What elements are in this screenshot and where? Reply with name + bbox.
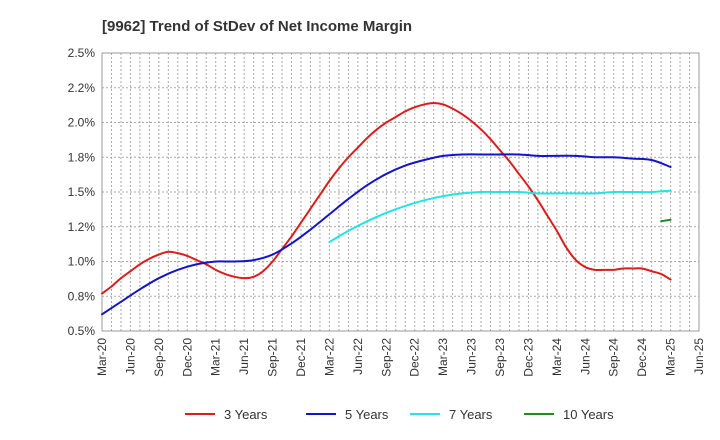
x-tick-label: Dec-21 (294, 338, 308, 377)
x-tick-label: Sep-22 (379, 338, 393, 377)
series-line-10-years (660, 218, 672, 223)
y-tick-label: 0.5% (68, 324, 96, 338)
series-lines (101, 102, 672, 316)
legend-label-7-years: 7 Years (449, 407, 493, 422)
x-tick-label: Mar-22 (322, 338, 336, 376)
x-tick-label: Jun-25 (692, 338, 706, 375)
y-tick-label: 1.2% (68, 220, 96, 234)
y-tick-label: 1.0% (68, 255, 96, 269)
x-tick-label: Jun-20 (123, 338, 137, 375)
y-axis: 0.5% 0.8% 1.0% 1.2% 1.5% 1.8% 2.0% 2.2% 2.5% (68, 46, 96, 338)
x-tick-label: Jun-21 (237, 338, 251, 375)
x-tick-label: Sep-23 (493, 338, 507, 377)
y-tick-label: 1.5% (68, 185, 96, 199)
x-tick-label: Mar-23 (436, 338, 450, 376)
series-line-3-years (101, 102, 672, 295)
x-tick-label: Dec-23 (521, 338, 535, 377)
chart-title: [9962] Trend of StDev of Net Income Marg… (102, 18, 412, 35)
x-tick-label: Dec-22 (408, 338, 422, 377)
legend-label-5-years: 5 Years (345, 407, 389, 422)
x-tick-label: Mar-20 (95, 338, 109, 376)
x-tick-label: Mar-24 (550, 338, 564, 376)
series-line-5-years (101, 153, 672, 316)
y-tick-label: 2.2% (68, 81, 96, 95)
legend-label-3-years: 3 Years (224, 407, 268, 422)
x-tick-label: Jun-24 (578, 338, 592, 375)
y-tick-label: 1.8% (68, 150, 96, 164)
series-line-7-years (328, 189, 672, 244)
x-tick-label: Mar-25 (664, 338, 678, 376)
x-tick-label: Dec-20 (180, 338, 194, 377)
y-tick-label: 0.8% (68, 289, 96, 303)
x-tick-label: Sep-24 (607, 338, 621, 377)
x-tick-label: Sep-20 (152, 338, 166, 377)
y-tick-label: 2.5% (68, 46, 96, 60)
y-tick-label: 2.0% (68, 116, 96, 130)
x-tick-label: Jun-22 (351, 338, 365, 375)
x-axis: Mar-20 Jun-20 Sep-20 Dec-20 Mar-21 Jun-21 Sep-… (95, 338, 706, 377)
legend: 3 Years 5 Years 7 Years 10 Years (185, 407, 614, 422)
x-tick-label: Sep-21 (266, 338, 280, 377)
x-tick-label: Jun-23 (465, 338, 479, 375)
x-tick-label: Dec-24 (635, 338, 649, 377)
x-tick-label: Mar-21 (209, 338, 223, 376)
legend-label-10-years: 10 Years (563, 407, 614, 422)
plot-border (101, 52, 700, 332)
